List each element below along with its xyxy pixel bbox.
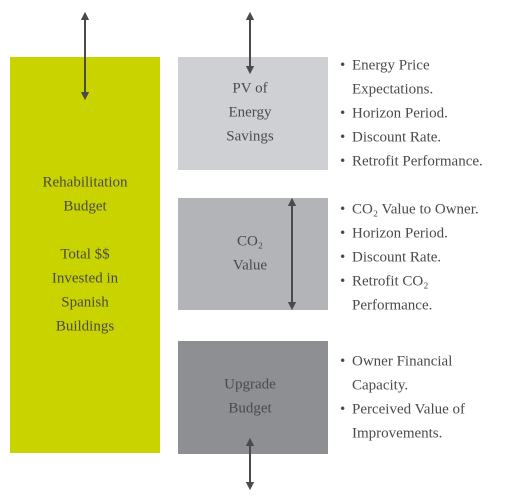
left-sublabel: Total $$ [60, 246, 110, 262]
bullet-text: Discount Rate. [352, 129, 441, 145]
bullet-text: Improvements. [352, 425, 442, 441]
bullet-text: Capacity. [352, 377, 408, 393]
bullet-dot: • [340, 225, 345, 241]
box-label: Savings [226, 128, 274, 144]
box-label: Energy [228, 104, 272, 120]
bullet-text: Owner Financial [352, 353, 452, 369]
box-label: Budget [228, 400, 272, 416]
bullet-dot: • [340, 201, 345, 217]
bullet-text: Performance. [352, 297, 432, 313]
box-label: CO₂ [237, 233, 263, 249]
bullet-dot: • [340, 57, 345, 73]
box-label: Value [233, 257, 267, 273]
bullet-dot: • [340, 105, 345, 121]
bullet-text: Expectations. [352, 81, 433, 97]
rehabilitation-box [10, 57, 160, 453]
bullet-dot: • [340, 153, 345, 169]
bullet-text: Discount Rate. [352, 249, 441, 265]
upgrade-box [178, 341, 328, 454]
bullet-dot: • [340, 273, 345, 289]
left-sublabel: Buildings [56, 318, 115, 334]
pv-box [178, 57, 328, 170]
bullet-dot: • [340, 353, 345, 369]
bullet-dot: • [340, 401, 345, 417]
left-sublabel: Invested in [52, 270, 119, 286]
left-label: Budget [63, 198, 107, 214]
box-label: PV of [232, 80, 267, 96]
bullet-text: Horizon Period. [352, 225, 448, 241]
arrows [80, 11, 297, 491]
bullet-text: CO₂ Value to Owner. [352, 201, 479, 217]
bullet-text: Horizon Period. [352, 105, 448, 121]
left-label: Rehabilitation [43, 174, 128, 190]
bullet-text: Retrofit Performance. [352, 153, 483, 169]
bullet-dot: • [340, 249, 345, 265]
bullet-text: Energy Price [352, 57, 430, 73]
left-sublabel: Spanish [61, 294, 109, 310]
co2-box [178, 198, 328, 310]
bullet-dot: • [340, 129, 345, 145]
box-label: Upgrade [224, 376, 276, 392]
bullet-text: Perceived Value of [352, 401, 465, 417]
bullet-text: Retrofit CO₂ [352, 273, 428, 289]
